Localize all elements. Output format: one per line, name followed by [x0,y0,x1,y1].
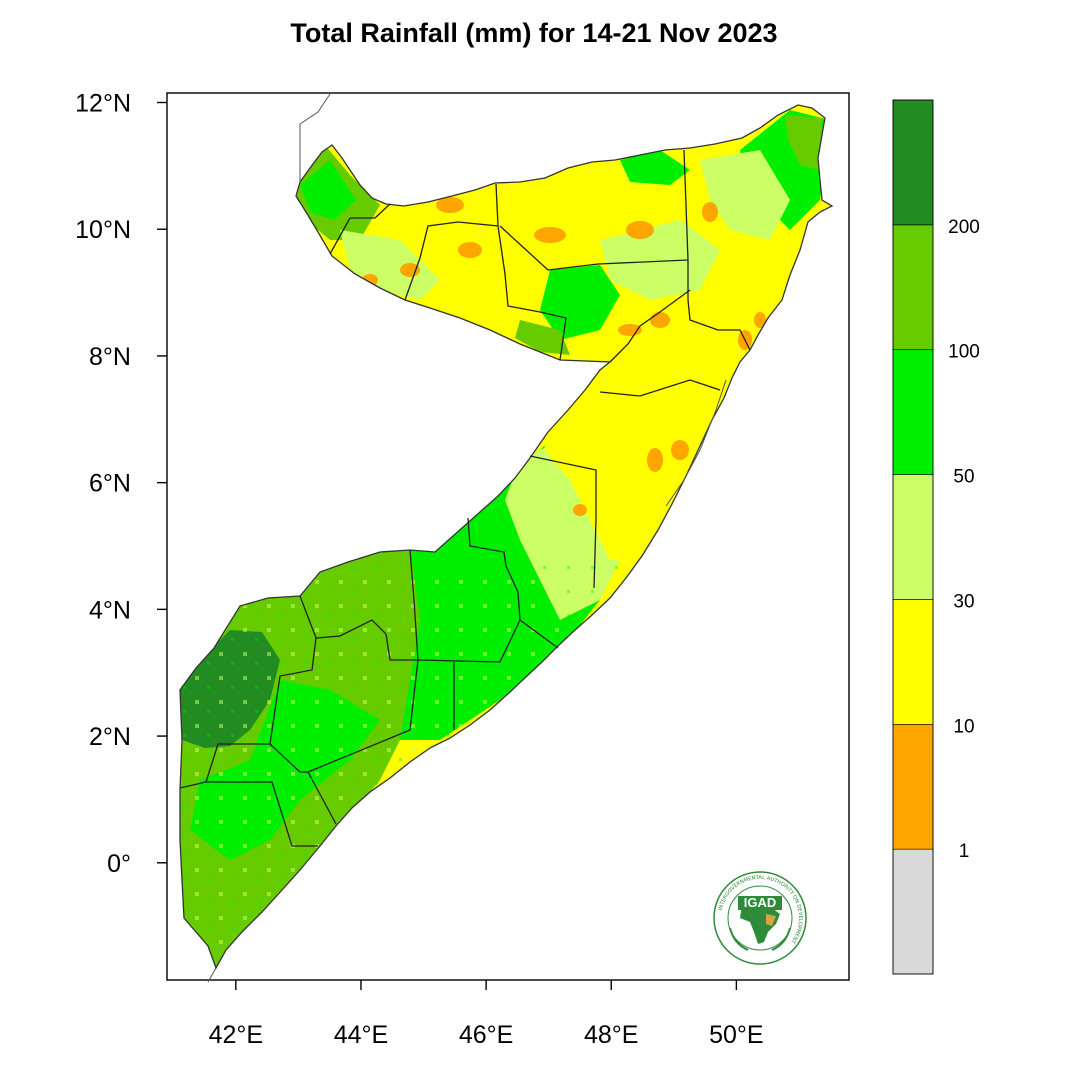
y-tick-label: 2°N [89,723,131,751]
chart-title: Total Rainfall (mm) for 14-21 Nov 2023 [290,18,778,48]
y-axis: 0° 2°N 4°N 6°N 8°N 10°N 12°N [75,90,167,878]
boundary [329,217,351,255]
boundary [299,595,419,825]
y-tick-label: 0° [107,850,131,878]
logo-text-band [738,896,782,910]
boundary [609,289,691,363]
zone-1-10-spots [362,197,766,516]
spot-1-10 [534,227,566,243]
zone-nw-green [300,160,356,220]
spot-1-10 [650,312,670,328]
laurel-right [771,927,791,951]
y-tick-label: 4°N [89,596,131,624]
colorbar-swatch [892,599,934,725]
zone-north-green-a [540,265,620,340]
colorbar-swatch [892,349,934,475]
colorbar-label: 200 [948,217,980,238]
colorbar-label: 30 [953,591,974,612]
spot-1-10 [647,448,663,472]
zone-north-30-50 [340,230,440,300]
spot-1-10 [436,197,464,213]
y-tick-label: 10°N [75,216,131,244]
colorbar-swatch [892,723,934,850]
spot-1-10 [702,202,718,222]
boundary [495,183,499,227]
zone-ne-green-b [785,115,822,170]
logo-text: IGAD [744,895,777,910]
x-tick-label: 46°E [459,1021,513,1049]
zone-north-30-50-c [700,150,790,240]
spot-1-10 [754,312,766,328]
zone-central-10-30 [540,360,730,560]
coast-east [665,379,727,507]
border-kenya [207,967,217,983]
spot-1-10 [458,242,482,258]
regional-boundaries [179,149,751,847]
africa-shape [740,900,780,944]
y-tick-label: 12°N [75,90,131,118]
igad-logo-icon: INTERGOVERNMENTAL AUTHORITY ON DEVELOPME… [713,871,807,965]
boundary [350,203,391,219]
spot-1-10 [573,504,587,516]
boundary [269,743,308,773]
spot-1-10 [618,324,642,336]
x-tick-label: 48°E [584,1021,638,1049]
x-axis: 42°E 44°E 46°E 48°E 50°E [209,980,764,1049]
colorbar-frame [892,99,934,975]
y-tick-label: 8°N [89,343,131,371]
zone-north-30-50-b [600,220,720,300]
colorbar-swatch [892,848,934,975]
boundary [683,149,751,351]
colorbar-swatch [892,474,934,600]
y-tick-label: 6°N [89,470,131,498]
boundary [404,221,567,361]
colorbar-label: 10 [953,716,974,737]
boundary [206,781,318,847]
colorbar-swatch [892,224,934,351]
boundary [499,225,689,271]
zone-north-green-c [620,150,690,185]
x-tick-label: 44°E [334,1021,388,1049]
colorbar-label: 100 [948,342,980,363]
x-tick-label: 50°E [709,1021,763,1049]
spot-1-10 [626,221,654,239]
laurel-left [729,927,749,951]
colorbar-label: 50 [953,467,974,488]
igad-region-shape [766,914,776,926]
x-tick-label: 42°E [209,1021,263,1049]
boundary [529,455,597,589]
spot-1-10 [671,440,689,460]
border-djibouti [299,93,331,182]
neighbour-borders [207,93,727,983]
colorbar: 1 10 30 50 100 200 [892,99,980,975]
boundary [599,379,721,397]
colorbar-label: 1 [959,841,970,862]
logo-inner-ring [727,885,793,951]
zone-north-green-b [515,320,570,355]
colorbar-swatch [892,99,934,226]
